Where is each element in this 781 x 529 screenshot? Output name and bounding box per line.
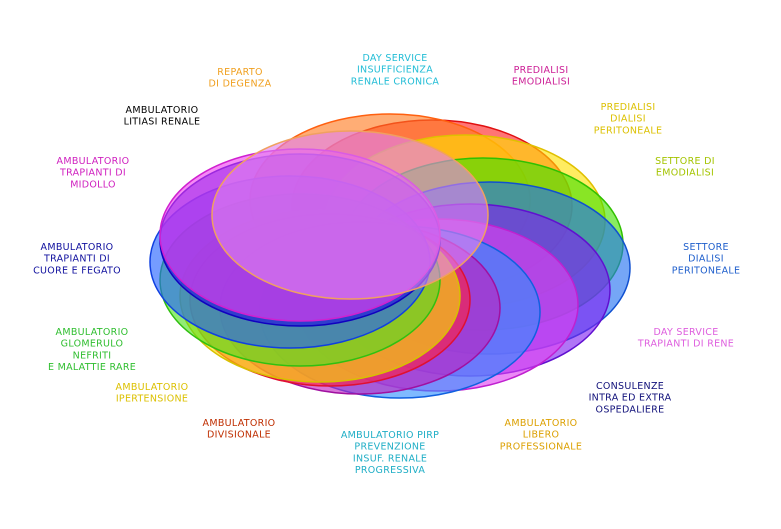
petal [211, 130, 489, 300]
label-line: RENALE CRONICA [351, 76, 440, 87]
label: PREDIALISI EMODIALISI [512, 65, 570, 88]
label-line: AMBULATORIO [41, 242, 114, 253]
label-line: AMBULATORIO [116, 382, 189, 393]
label-line: OSPEDALIERE [596, 404, 665, 415]
rosette [149, 113, 631, 399]
label: REPARTO DI DEGENZA [209, 67, 272, 90]
label-line: DAY SERVICE [362, 53, 427, 64]
label: SETTORE DIALISI PERITONEALE [672, 242, 741, 276]
label-line: TRAPIANTI DI [43, 254, 110, 265]
label-line: PROFESSIONALE [500, 441, 582, 452]
label-line: SETTORE [683, 242, 729, 253]
label: AMBULATORIO LITIASI RENALE [124, 105, 201, 128]
label-line: CONSULENZE [596, 381, 664, 392]
label-line: PREDIALISI [601, 102, 656, 113]
label: PREDIALISI DIALISI PERITONEALE [594, 102, 663, 136]
label: AMBULATORIO TRAPIANTI DI MIDOLLO [57, 156, 130, 190]
label: AMBULATORIO IPERTENSIONE [116, 382, 189, 405]
label: SETTORE DI EMODIALISI [655, 156, 715, 179]
label-line: DIALISI [610, 114, 646, 125]
label-line: EMODIALISI [512, 77, 570, 88]
label-line: NEFRITI [73, 350, 112, 361]
label-line: E MALATTIE RARE [48, 362, 136, 373]
label-line: REPARTO [217, 67, 263, 78]
label-line: INSUF. RENALE [353, 453, 427, 464]
label-line: TRAPIANTI DI RENE [637, 339, 734, 350]
label: AMBULATORIO TRAPIANTI DI CUORE E FEGATO [33, 242, 121, 276]
label-line: DIALISI [688, 254, 724, 265]
labels: DAY SERVICE INSUFFICIENZA RENALE CRONICAPR… [33, 53, 740, 476]
label-line: AMBULATORIO PIRP [341, 430, 439, 441]
label-line: AMBULATORIO [126, 105, 199, 116]
label-line: DI DEGENZA [209, 79, 272, 90]
label: AMBULATORIO DIVISIONALE [203, 418, 276, 441]
label-line: GLOMERULO [61, 339, 124, 350]
label-line: CUORE E FEGATO [33, 265, 121, 276]
label-line: DAY SERVICE [653, 327, 718, 338]
label-line: TRAPIANTI DI [59, 168, 126, 179]
label-line: AMBULATORIO [56, 327, 129, 338]
label-line: MIDOLLO [70, 179, 116, 190]
label: CONSULENZE INTRA ED EXTRA OSPEDALIERE [589, 381, 672, 415]
label-line: PERITONEALE [594, 125, 663, 136]
label-line: EMODIALISI [656, 168, 714, 179]
label-line: PROGRESSIVA [355, 465, 426, 476]
label-line: PREDIALISI [514, 65, 569, 76]
label-line: IPERTENSIONE [116, 394, 188, 405]
label: DAY SERVICE INSUFFICIENZA RENALE CRONICA [351, 53, 440, 87]
label-line: PREVENZIONE [354, 442, 425, 453]
label: AMBULATORIO PIRP PREVENZIONE INSUF. RENALE… [341, 430, 439, 476]
label-line: INSUFFICIENZA [357, 65, 433, 76]
label-line: LITIASI RENALE [124, 117, 201, 128]
label-line: AMBULATORIO [57, 156, 130, 167]
label-line: AMBULATORIO [505, 418, 578, 429]
label: AMBULATORIO LIBERO PROFESSIONALE [500, 418, 582, 452]
label-line: PERITONEALE [672, 265, 741, 276]
label-line: INTRA ED EXTRA [589, 393, 672, 404]
label: DAY SERVICE TRAPIANTI DI RENE [637, 327, 734, 350]
label-line: SETTORE DI [655, 156, 715, 167]
label-line: LIBERO [523, 430, 560, 441]
label-line: AMBULATORIO [203, 418, 276, 429]
label: AMBULATORIO GLOMERULO NEFRITI E MALATTIE RA… [48, 327, 136, 373]
label-line: DIVISIONALE [207, 430, 271, 441]
